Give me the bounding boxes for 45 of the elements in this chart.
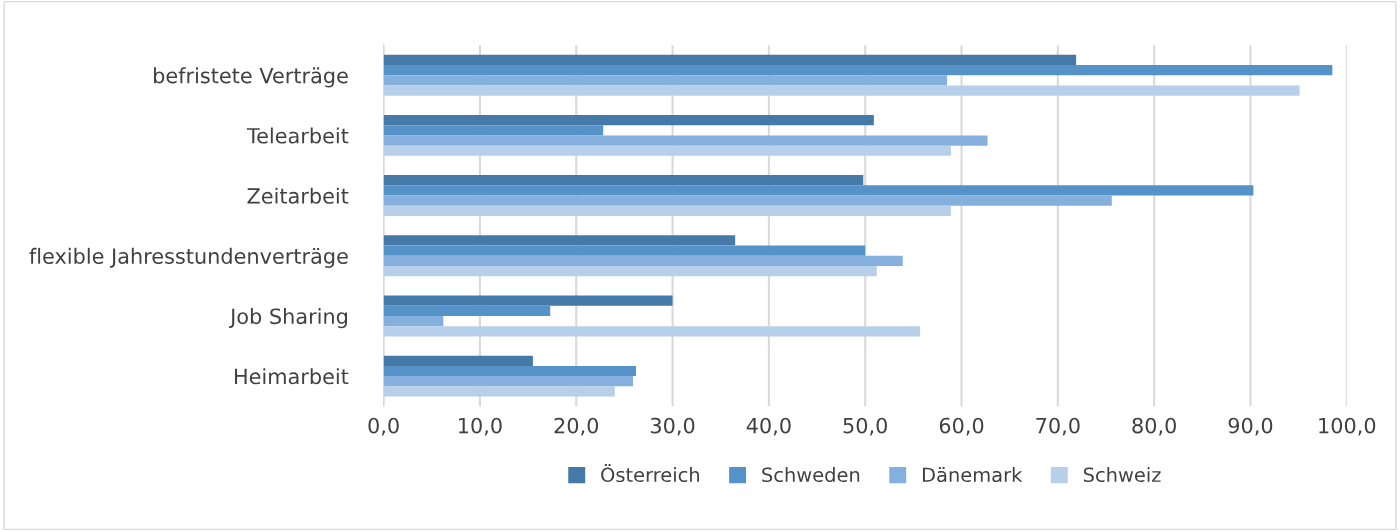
x-tick-label: 80,0	[1132, 417, 1176, 436]
bar	[383, 195, 1112, 206]
legend-label: Österreich	[601, 464, 700, 483]
bar	[383, 205, 951, 217]
bar	[383, 175, 864, 186]
bar	[383, 355, 533, 366]
x-tick-label: 90,0	[1228, 417, 1273, 436]
y-tick-label: Heimarbeit	[235, 368, 349, 385]
y-tick-label: flexible Jahresstundenverträge	[29, 247, 348, 269]
bar	[383, 255, 903, 266]
bar	[383, 114, 874, 126]
bar	[383, 54, 1077, 65]
bar	[383, 315, 444, 327]
bar	[383, 376, 634, 387]
bar	[383, 365, 636, 377]
x-tick-label: 0,0	[368, 417, 399, 436]
bar	[383, 64, 1333, 76]
bar	[383, 135, 988, 146]
legend-label: Dänemark	[922, 467, 1023, 483]
y-tick-label: Telearbeit	[246, 127, 349, 144]
x-tick-label: 100,0	[1319, 417, 1376, 436]
bar	[383, 305, 551, 316]
x-tick-label: 40,0	[746, 417, 791, 436]
bar	[383, 295, 673, 306]
legend-label: Schweden	[762, 467, 860, 483]
y-tick-label: befristete Verträge	[154, 67, 348, 88]
bar	[383, 245, 866, 256]
x-tick-label: 30,0	[650, 417, 695, 436]
y-tick-label: Zeitarbeit	[247, 187, 349, 204]
x-tick-label: 10,0	[459, 417, 502, 436]
bar	[383, 326, 921, 337]
bar	[383, 266, 877, 277]
bar	[383, 386, 615, 397]
bar	[383, 125, 604, 136]
x-tick-label: 50,0	[843, 417, 888, 436]
x-tick-label: 20,0	[554, 417, 599, 436]
bar	[383, 185, 1254, 196]
bar	[383, 145, 951, 156]
legend-label: Schweiz	[1083, 467, 1161, 483]
x-tick-label: 60,0	[939, 417, 984, 436]
y-tick-label: Job Sharing	[229, 308, 347, 329]
x-tick-label: 70,0	[1036, 417, 1080, 436]
bar	[383, 235, 736, 246]
bar	[383, 75, 948, 86]
bar	[383, 85, 1300, 96]
